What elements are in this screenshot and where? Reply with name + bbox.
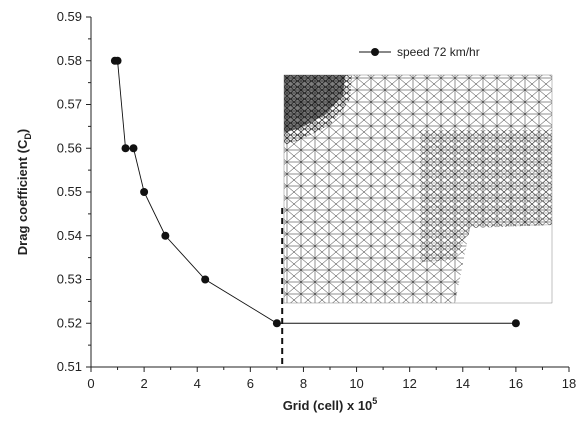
y-tick-label: 0.55 (57, 184, 82, 199)
data-point (161, 231, 170, 240)
legend-label: speed 72 km/hr (397, 45, 480, 59)
y-axis-title: Drag coefficient (CD) (15, 129, 33, 255)
y-tick-label: 0.57 (57, 97, 82, 112)
data-point (272, 319, 281, 328)
mesh-inset-image (283, 74, 553, 304)
x-tick-label: 8 (300, 376, 307, 391)
legend-marker (371, 48, 379, 56)
x-tick-label: 0 (87, 376, 94, 391)
y-tick-label: 0.58 (57, 53, 82, 68)
x-tick-label: 10 (349, 376, 363, 391)
data-point (129, 144, 138, 153)
y-tick-label: 0.59 (57, 9, 82, 24)
data-point (113, 56, 122, 65)
data-point (511, 319, 520, 328)
data-point (140, 188, 149, 196)
plot-area: 0 2 4 6 8 10 12 14 16 18 0.51 0.52 0.53 0.54 0.55 0.56 0… (15, 9, 576, 413)
x-tick-label: 2 (140, 376, 147, 391)
x-tick-label: 12 (402, 376, 416, 391)
y-axis-title-end: ) (15, 129, 30, 133)
data-point (201, 275, 210, 284)
y-axis-title-subscript: D (23, 133, 33, 140)
x-tick-label: 6 (247, 376, 254, 391)
x-tick-label: 16 (509, 376, 523, 391)
x-tick-label: 4 (194, 376, 201, 391)
x-tick-label: 14 (456, 376, 470, 391)
y-tick-label: 0.51 (57, 359, 82, 374)
data-point (121, 144, 130, 153)
x-tick-label: 18 (562, 376, 576, 391)
y-axis-title-main: Drag coefficient (C (15, 139, 30, 255)
x-axis-title: Grid (cell) x 105 (283, 396, 378, 413)
y-tick-label: 0.53 (57, 272, 82, 287)
x-axis-title-superscript: 5 (372, 396, 377, 406)
y-tick-label: 0.52 (57, 315, 82, 330)
y-tick-label: 0.54 (57, 228, 82, 243)
y-tick-label: 0.56 (57, 140, 82, 155)
x-axis-title-main: Grid (cell) x 10 (283, 398, 373, 413)
